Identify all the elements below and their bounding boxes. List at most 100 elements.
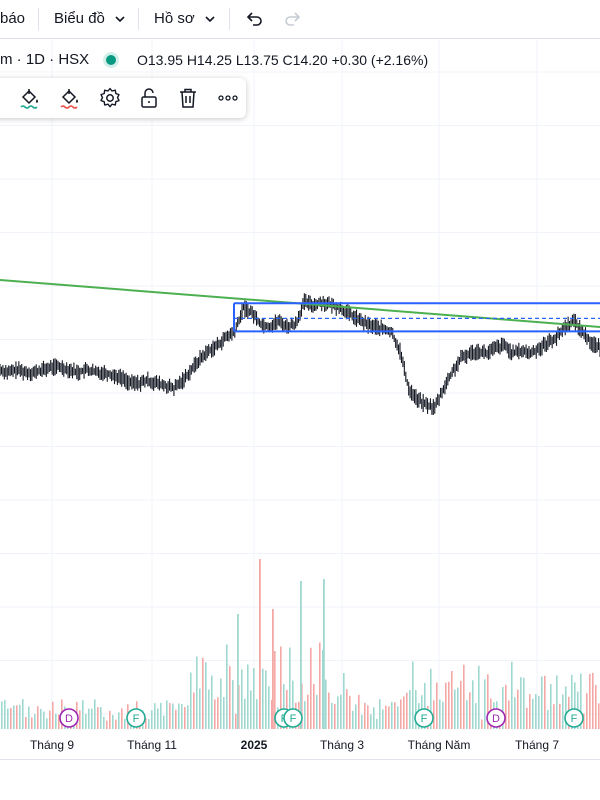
alerts-button[interactable]: báo: [0, 10, 26, 27]
x-tick-label: Tháng 7: [514, 738, 560, 752]
chevron-down-icon: [115, 16, 125, 23]
volume-bar: [580, 673, 582, 729]
volume-bar: [235, 713, 237, 729]
volume-bar: [97, 707, 99, 729]
volume-bar: [13, 705, 15, 729]
chart-menu-button[interactable]: Biểu đồ: [54, 0, 125, 38]
volume-bar: [10, 707, 12, 729]
undo-icon[interactable]: [244, 9, 264, 29]
volume-bar: [46, 718, 48, 729]
volume-bar: [121, 708, 123, 729]
volume-bar: [325, 679, 327, 729]
volume-bar: [550, 684, 552, 729]
volume-bar: [478, 665, 480, 729]
volume-bar: [310, 647, 312, 729]
volume-bar: [517, 689, 519, 729]
volume-bar: [562, 694, 564, 729]
volume-bar: [304, 701, 306, 729]
financials-marker[interactable]: F: [283, 708, 303, 728]
settings-icon[interactable]: [98, 86, 122, 110]
volume-bar: [79, 710, 81, 729]
volume-bar: [94, 699, 96, 729]
dividend-marker[interactable]: D: [486, 708, 506, 728]
volume-bar: [520, 677, 522, 729]
volume-bar: [592, 672, 594, 729]
volume-bar: [598, 703, 600, 729]
volume-bar: [106, 720, 108, 729]
volume-bar: [571, 674, 573, 729]
marker-label: F: [133, 713, 140, 725]
volume-bar: [595, 684, 597, 729]
volume-bar: [154, 703, 156, 729]
volume-bar: [265, 670, 267, 729]
volume-bar: [52, 701, 54, 729]
volume-bar: [88, 708, 90, 729]
redo-icon[interactable]: [283, 9, 303, 29]
financials-marker[interactable]: F: [564, 708, 584, 728]
fill-color-red-icon[interactable]: [58, 86, 82, 110]
marker-label: F: [421, 713, 428, 725]
volume-bar: [367, 705, 369, 729]
volume-bar: [475, 703, 477, 729]
marker-label: D: [492, 713, 500, 725]
volume-bar: [481, 719, 483, 729]
bottom-border: [0, 759, 600, 760]
x-tick-label: Tháng Năm: [407, 738, 471, 752]
volume-bar: [544, 675, 546, 729]
volume-bar: [529, 694, 531, 729]
volume-bar: [103, 716, 105, 729]
volume-bar: [343, 672, 345, 729]
volume-bar: [391, 701, 393, 729]
volume-bar: [166, 700, 168, 729]
volume-bar: [85, 713, 87, 729]
volume-bar: [196, 656, 198, 729]
volume-bar: [454, 689, 456, 729]
volume-bar: [583, 713, 585, 729]
volume-bar: [229, 666, 231, 729]
volume-bar: [307, 694, 309, 729]
volume-bar: [58, 714, 60, 729]
dividend-marker[interactable]: D: [59, 708, 79, 728]
volume-bar: [100, 707, 102, 729]
volume-bar: [445, 682, 447, 729]
volume-bar: [574, 682, 576, 729]
volume-bar: [19, 704, 21, 729]
financials-marker[interactable]: F: [126, 708, 146, 728]
volume-bar: [382, 709, 384, 729]
volume-bar: [181, 704, 183, 729]
symbol-info[interactable]: m · 1D · HSX: [0, 51, 90, 68]
x-tick-label: Tháng 9: [29, 738, 75, 752]
volume-bar: [451, 671, 453, 729]
volume-bar: [272, 609, 274, 729]
price-chart[interactable]: DFFFFDF: [0, 40, 600, 760]
trash-icon[interactable]: [176, 86, 200, 110]
ohlc-values: O13.95 H14.25 L13.75 C14.20 +0.30 (+2.16…: [137, 52, 429, 68]
more-icon[interactable]: [216, 86, 240, 110]
volume-bar: [532, 698, 534, 729]
volume-bar: [463, 664, 465, 729]
volume-bar: [376, 718, 378, 729]
volume-bar: [202, 657, 204, 729]
volume-bar: [328, 692, 330, 729]
financials-marker[interactable]: F: [414, 708, 434, 728]
profile-menu-button[interactable]: Hồ sơ: [154, 0, 215, 38]
volume-bar: [148, 719, 150, 729]
volume-bar: [4, 699, 6, 729]
fill-color-green-icon[interactable]: [18, 86, 42, 110]
volume-bar: [289, 647, 291, 729]
volume-bar: [211, 675, 213, 729]
volume-bar: [172, 703, 174, 729]
volume-bar: [184, 707, 186, 729]
volume-bar: [253, 668, 255, 729]
volume-bar: [538, 695, 540, 729]
volume-bar: [403, 696, 405, 729]
volume-bar: [124, 718, 126, 729]
volume-bar: [589, 674, 591, 729]
volume-bar: [346, 689, 348, 729]
profile-menu-label: Hồ sơ: [154, 10, 195, 27]
volume-bar: [49, 710, 51, 729]
volume-bar: [250, 690, 252, 729]
unlock-icon[interactable]: [137, 86, 161, 110]
volume-bar: [559, 703, 561, 729]
volume-bar: [220, 678, 222, 729]
